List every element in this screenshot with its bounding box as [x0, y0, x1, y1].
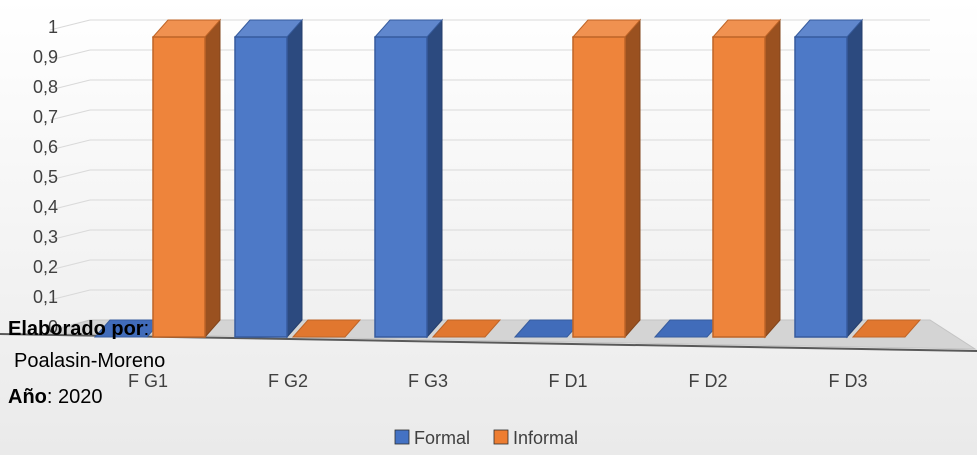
year-separator: : — [46, 386, 59, 408]
x-tick-label: F D1 — [548, 371, 587, 391]
bar-f-g2-formal — [233, 18, 304, 339]
year-value: 2020 — [58, 386, 103, 408]
y-tick-label: 0 — [48, 317, 58, 337]
bar-f-g3-formal — [373, 18, 444, 339]
year-credit: Año: 2020 — [8, 385, 103, 409]
year-label: Año — [8, 386, 47, 408]
gridline-side — [49, 199, 91, 211]
bar-f-d3-informal — [851, 319, 922, 338]
y-tick-label: 0,9 — [33, 47, 58, 67]
gridline-side — [49, 289, 91, 301]
bar-f-d3-formal — [793, 18, 864, 339]
y-tick-label: 0,3 — [33, 227, 58, 247]
legend-swatch-formal — [394, 429, 410, 445]
y-tick-label: 0,5 — [33, 167, 58, 187]
y-tick-label: 0,7 — [33, 107, 58, 127]
bar-f-g3-informal — [431, 319, 502, 338]
x-tick-label: F G1 — [128, 371, 168, 391]
gridline-side — [49, 19, 91, 31]
gridline-side — [49, 229, 91, 241]
y-tick-label: 0,4 — [33, 197, 58, 217]
gridline-side — [49, 49, 91, 61]
author-credit: Elaborado por: — [8, 317, 149, 341]
y-tick-label: 0,6 — [33, 137, 58, 157]
bar-f-g2-informal — [291, 319, 362, 338]
author-separator: : — [143, 318, 150, 340]
gridline-side — [49, 79, 91, 91]
y-tick-label: 0,2 — [33, 257, 58, 277]
x-tick-label: F G3 — [408, 371, 448, 391]
author-name: Poalasin-Moreno — [14, 350, 166, 372]
bar-f-d2-informal — [711, 18, 782, 339]
gridline-side — [49, 139, 91, 151]
gridline-side — [49, 259, 91, 271]
y-tick-label: 0,8 — [33, 77, 58, 97]
legend-swatch-informal — [493, 429, 509, 445]
legend-label-formal: Formal — [414, 428, 470, 448]
bar-f-d1-informal — [571, 18, 642, 339]
gridline-side — [49, 109, 91, 121]
x-tick-label: F D3 — [828, 371, 867, 391]
x-tick-label: F G2 — [268, 371, 308, 391]
legend-label-informal: Informal — [513, 428, 578, 448]
bar-f-g1-informal — [151, 18, 222, 339]
y-tick-label: 1 — [48, 17, 58, 37]
y-tick-label: 0,1 — [33, 287, 58, 307]
x-tick-label: F D2 — [688, 371, 727, 391]
author-label: Elaborado por — [8, 318, 144, 340]
gridline-side — [49, 169, 91, 181]
